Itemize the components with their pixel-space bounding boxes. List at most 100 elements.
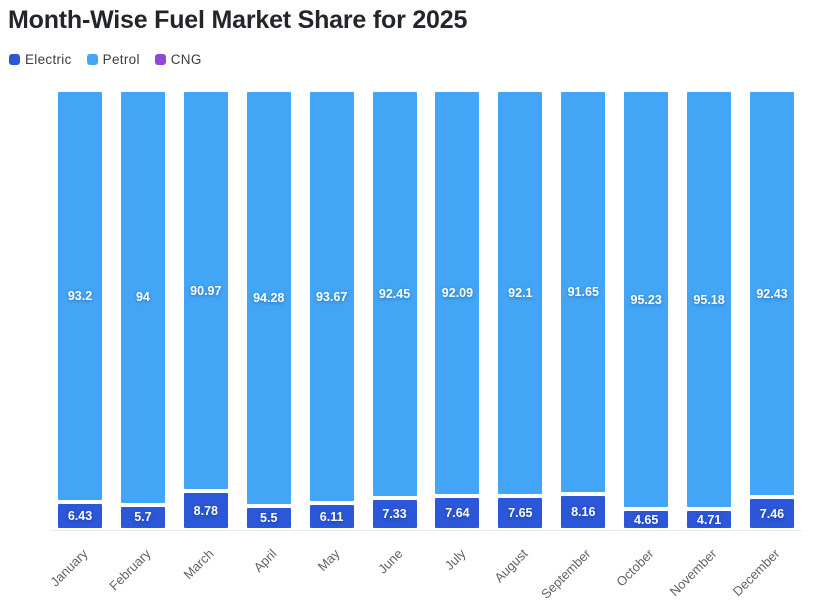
legend-item-electric[interactable]: Electric: [9, 52, 72, 67]
bar-july: 92.09 7.64: [433, 88, 482, 530]
value-label-petrol: 94: [135, 290, 150, 305]
segment-cng[interactable]: [181, 88, 230, 90]
segment-electric[interactable]: 7.46: [747, 497, 796, 530]
x-axis-labels: January February March April May June July Augu…: [47, 538, 796, 613]
value-label-petrol: 93.67: [315, 289, 348, 304]
segment-cng[interactable]: [244, 88, 293, 90]
bar-may: 93.67 6.11: [307, 88, 356, 530]
bar-november: 95.18 4.71: [685, 88, 734, 530]
segment-electric[interactable]: 8.78: [181, 491, 230, 530]
segment-cng[interactable]: [307, 88, 356, 90]
segment-cng[interactable]: [56, 88, 104, 90]
value-label-electric: 5.5: [260, 510, 278, 525]
segment-petrol[interactable]: 94: [118, 90, 167, 505]
segment-electric[interactable]: 6.43: [56, 501, 104, 530]
value-label-electric: 8.78: [193, 503, 218, 518]
value-label-petrol: 92.09: [441, 286, 474, 301]
bar-june: 92.45 7.33: [370, 88, 419, 530]
x-tick-label-april: April: [250, 546, 280, 576]
bar-april: 94.28 5.5: [244, 88, 293, 530]
segment-cng[interactable]: [496, 88, 545, 90]
chart-title: Month-Wise Fuel Market Share for 2025: [8, 6, 468, 34]
value-label-electric: 8.16: [571, 505, 596, 519]
segment-electric[interactable]: 7.65: [496, 496, 545, 530]
segment-electric[interactable]: 5.7: [118, 504, 167, 530]
segment-petrol[interactable]: 95.18: [685, 90, 734, 510]
x-tick-label-september: September: [538, 546, 594, 602]
value-label-electric: 7.33: [382, 506, 407, 521]
plot-area: 93.2 6.43 94 5.7 90.97 8.78 94.28 5.5 93.67 6.11 9…: [47, 88, 802, 602]
value-label-electric: 7.65: [508, 506, 533, 521]
segment-electric[interactable]: 8.16: [559, 494, 608, 530]
value-label-electric: 7.64: [445, 506, 470, 521]
segment-petrol[interactable]: 93.67: [307, 90, 356, 504]
segment-petrol[interactable]: 92.43: [747, 90, 796, 498]
x-tick-label-june: June: [374, 546, 406, 577]
segment-cng[interactable]: [622, 88, 671, 90]
segment-cng[interactable]: [433, 88, 482, 90]
value-label-petrol: 95.18: [693, 292, 725, 307]
x-tick-label-november: November: [666, 546, 720, 600]
segment-cng[interactable]: [559, 88, 608, 90]
value-label-petrol: 92.1: [508, 286, 533, 301]
x-tick-label-july: July: [441, 546, 469, 573]
value-label-petrol: 94.28: [253, 290, 285, 305]
segment-cng[interactable]: [685, 88, 734, 90]
segment-petrol[interactable]: 93.2: [56, 90, 104, 502]
segment-cng[interactable]: [747, 88, 796, 90]
x-tick-label-february: February: [106, 546, 154, 594]
value-label-petrol: 90.97: [190, 283, 222, 298]
segment-electric[interactable]: 4.65: [622, 509, 671, 530]
x-tick-label-october: October: [613, 546, 657, 590]
value-label-petrol: 92.45: [378, 286, 411, 301]
chart-legend: Electric Petrol CNG: [9, 52, 202, 67]
bar-december: 92.43 7.46: [747, 88, 796, 530]
x-tick-label-august: August: [491, 546, 531, 586]
legend-label: Petrol: [102, 52, 140, 67]
x-tick-label-may: May: [314, 546, 343, 574]
legend-label: Electric: [25, 52, 72, 67]
segment-petrol[interactable]: 92.09: [433, 90, 482, 497]
bar-august: 92.1 7.65: [496, 88, 545, 530]
value-label-electric: 6.11: [319, 509, 344, 524]
legend-item-petrol[interactable]: Petrol: [86, 52, 140, 67]
x-tick-label-march: March: [180, 546, 217, 583]
x-tick-label-december: December: [729, 546, 783, 600]
value-label-petrol: 92.43: [756, 286, 788, 301]
segment-cng[interactable]: [370, 88, 419, 90]
value-label-electric: 4.65: [633, 512, 659, 527]
bar-march: 90.97 8.78: [181, 88, 230, 530]
value-label-electric: 5.7: [134, 510, 152, 525]
bar-september: 91.65 8.16: [559, 88, 608, 530]
value-label-petrol: 93.2: [67, 288, 93, 303]
bar-october: 95.23 4.65: [622, 88, 671, 530]
segment-electric[interactable]: 6.11: [307, 503, 356, 530]
value-label-electric: 7.46: [759, 506, 785, 521]
x-axis-line: [50, 530, 802, 531]
legend-swatch-petrol: [86, 54, 98, 65]
segment-electric[interactable]: 4.71: [685, 509, 734, 530]
legend-swatch-electric: [9, 54, 20, 65]
segment-petrol[interactable]: 95.23: [622, 90, 671, 510]
value-label-electric: 6.43: [67, 508, 93, 523]
segment-electric[interactable]: 7.33: [370, 497, 419, 530]
segment-cng[interactable]: [118, 88, 167, 90]
value-label-petrol: 95.23: [630, 292, 662, 307]
bars-container: 93.2 6.43 94 5.7 90.97 8.78 94.28 5.5 93.67 6.11 9…: [56, 88, 796, 530]
bar-january: 93.2 6.43: [56, 88, 104, 530]
segment-petrol[interactable]: 90.97: [181, 90, 230, 492]
segment-electric[interactable]: 7.64: [433, 496, 482, 530]
legend-item-cng[interactable]: CNG: [154, 52, 202, 67]
legend-swatch-cng: [154, 54, 166, 65]
segment-petrol[interactable]: 94.28: [244, 90, 293, 506]
legend-label: CNG: [170, 52, 202, 67]
segment-petrol[interactable]: 92.45: [370, 90, 419, 498]
bar-february: 94 5.7: [118, 88, 167, 530]
segment-petrol[interactable]: 91.65: [559, 90, 608, 494]
value-label-electric: 4.71: [696, 512, 722, 527]
segment-petrol[interactable]: 92.1: [496, 90, 545, 497]
value-label-petrol: 91.65: [567, 285, 599, 299]
x-tick-label-january: January: [47, 546, 91, 590]
segment-electric[interactable]: 5.5: [244, 505, 293, 530]
